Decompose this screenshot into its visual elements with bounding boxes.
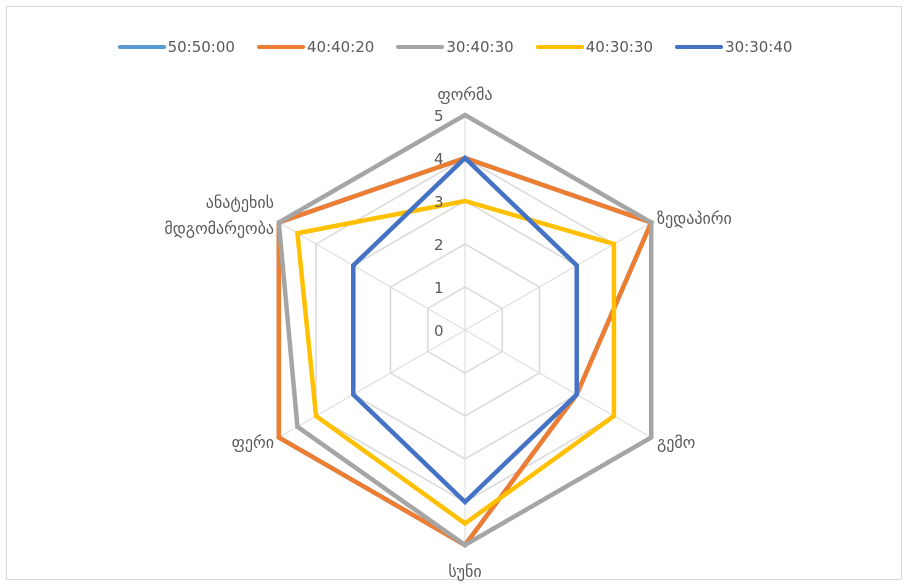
legend-swatch <box>675 45 724 49</box>
legend-entry: 50:50:00 <box>117 38 235 56</box>
series-line-2 <box>276 112 654 548</box>
legend-swatch <box>535 45 584 49</box>
chart-legend: 50:50:00 40:40:20 30:40:30 40:30:30 30:30:40 <box>0 36 910 58</box>
legend-label: 50:50:00 <box>167 38 235 56</box>
legend-swatch <box>396 45 445 49</box>
legend-swatch <box>256 45 305 49</box>
grid-spoke <box>278 329 466 438</box>
series-line-4 <box>351 154 579 506</box>
tick-label: 2 <box>434 236 444 254</box>
axis-label: ფერი <box>232 433 274 452</box>
axis-label: ფორმა <box>438 85 493 104</box>
tick-label: 3 <box>434 193 444 211</box>
axis-label: ზედაპირი <box>657 209 732 228</box>
legend-label: 40:40:20 <box>306 38 375 56</box>
legend-label: 30:30:40 <box>725 38 793 56</box>
legend-entry: 40:40:20 <box>256 38 375 56</box>
series-line-3 <box>294 198 617 527</box>
grid-spoke <box>464 329 652 438</box>
legend-entry: 30:40:30 <box>396 38 514 56</box>
legend-entry: 30:30:40 <box>675 38 792 56</box>
axis-label: გემო <box>657 433 695 452</box>
legend-label: 40:30:30 <box>585 38 654 56</box>
legend-swatch <box>117 45 166 49</box>
tick-label: 1 <box>434 279 444 297</box>
legend-entry: 40:30:30 <box>535 38 654 56</box>
tick-label: 0 <box>434 322 444 340</box>
tick-label: 4 <box>434 150 444 168</box>
axis-label: ანატეხის <box>206 193 274 212</box>
grid-spoke <box>464 222 652 331</box>
tick-label: 5 <box>434 107 444 125</box>
legend-label: 30:40:30 <box>446 38 514 56</box>
axis-label: მდგომარეობა <box>164 219 274 238</box>
axis-label: სუნი <box>448 562 481 581</box>
grid-spoke <box>278 222 466 331</box>
